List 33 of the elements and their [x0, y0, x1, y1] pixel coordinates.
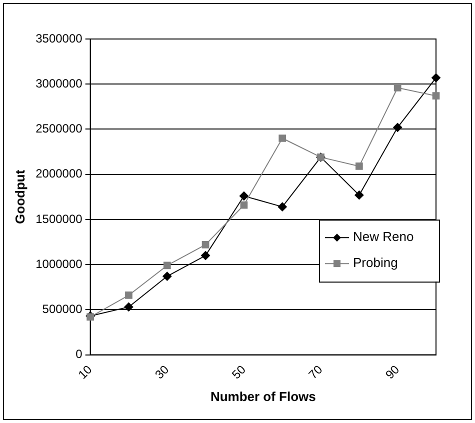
- y-tick-label: 3000000: [36, 76, 83, 90]
- point: [278, 134, 286, 142]
- x-tick-label: 70: [306, 362, 326, 382]
- point: [162, 272, 172, 281]
- y-tick-label: 2000000: [36, 166, 83, 181]
- x-tick-label: 50: [229, 362, 249, 382]
- y-tick-label: 1000000: [36, 256, 83, 271]
- point: [356, 162, 363, 170]
- point: [125, 292, 132, 299]
- legend-label: Probing: [353, 255, 398, 270]
- y-axis-title: Goodput: [12, 169, 28, 224]
- y-tick-label: 2500000: [36, 122, 83, 136]
- legend-label: New Reno: [353, 229, 414, 244]
- x-tick-label: 90: [382, 362, 402, 382]
- y-tick-label: 0: [76, 347, 83, 362]
- point: [239, 191, 248, 200]
- point: [393, 122, 402, 132]
- y-tick-label: 3500000: [36, 31, 83, 46]
- y-tick-label: 1500000: [36, 212, 83, 226]
- point: [354, 190, 364, 200]
- point: [278, 202, 287, 212]
- point: [432, 73, 440, 82]
- point: [124, 302, 134, 312]
- point: [163, 262, 171, 270]
- y-tick-label: 500000: [42, 302, 83, 316]
- point: [394, 84, 402, 92]
- point: [240, 201, 248, 209]
- x-tick-label: 10: [75, 362, 96, 382]
- point: [202, 241, 210, 248]
- x-tick-label: 30: [152, 362, 172, 382]
- x-axis-title: Number of Flows: [210, 388, 316, 404]
- point: [432, 92, 440, 100]
- point: [201, 251, 210, 260]
